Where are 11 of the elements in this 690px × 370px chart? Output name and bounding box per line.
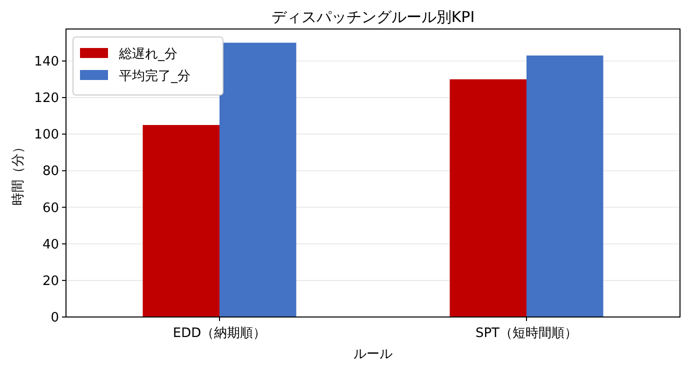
bar — [142, 125, 220, 317]
y-axis-title: 時間（分） — [11, 140, 26, 206]
x-axis-title: ルール — [354, 347, 392, 362]
x-tick-label: EDD（納期順） — [172, 326, 266, 341]
bar — [220, 42, 296, 317]
legend-label: 総遅れ_分 — [118, 47, 178, 62]
chart-title: ディスパッチングルール別KPI — [271, 8, 475, 26]
legend-label: 平均完了_分 — [119, 68, 190, 84]
x-tick-label: SPT（短時間順） — [475, 326, 578, 341]
bar — [526, 56, 604, 317]
bar — [450, 79, 526, 317]
